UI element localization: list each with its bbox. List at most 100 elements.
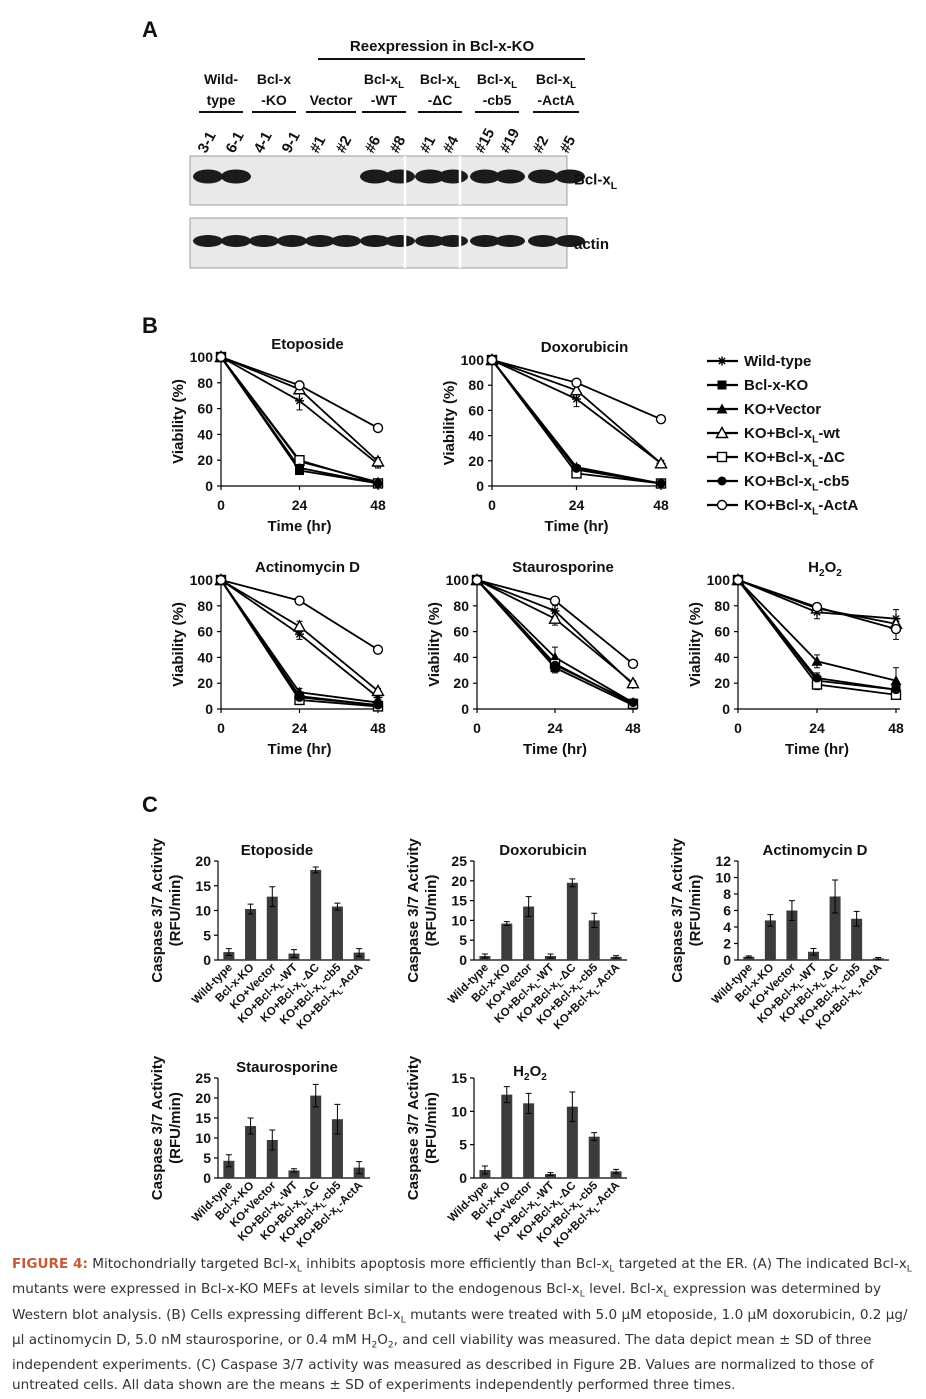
marker-star <box>717 356 727 366</box>
blot-band <box>555 169 585 184</box>
error-bar <box>225 1154 232 1168</box>
y-tick-label: 10 <box>715 870 731 886</box>
blot-group-label-1-line2: type <box>207 92 236 108</box>
marker-circle-filled <box>812 673 822 683</box>
y-axis-label-units: (RFU/min) <box>423 1092 440 1164</box>
bar <box>501 923 513 960</box>
y-tick-label: 100 <box>461 352 485 368</box>
error-bar <box>247 1117 254 1135</box>
legend-entry-7: KO+Bcl-xL-ActA <box>744 497 859 518</box>
y-tick-label: 0 <box>203 1170 211 1186</box>
panel-letter-b: B <box>142 313 158 338</box>
blot-row-label: actin <box>574 236 609 253</box>
blot-lane-label: #15 <box>472 126 499 156</box>
y-tick-label: 40 <box>197 649 213 665</box>
blot-band <box>555 235 585 247</box>
y-tick-label: 0 <box>459 952 467 968</box>
bar <box>223 1160 235 1178</box>
marker-square-filled <box>717 380 727 390</box>
x-tick-label: 0 <box>473 720 481 736</box>
bar <box>523 906 535 960</box>
blot-group-label-6: Bcl-xL <box>477 71 517 91</box>
error-bar <box>853 910 860 927</box>
error-bar <box>745 955 752 959</box>
marker-square-open <box>716 451 728 463</box>
y-tick-label: 0 <box>459 1170 467 1186</box>
bar <box>786 910 798 960</box>
x-tick-label: 24 <box>809 720 825 736</box>
y-tick-label: 25 <box>195 1070 211 1086</box>
bar <box>566 1106 578 1178</box>
viability-chart-2: 0 20 40 60 80 100 0 24 48 Time (hr) Viability (%) D… <box>441 339 669 535</box>
y-axis-label-units: (RFU/min) <box>167 875 184 947</box>
marker-circle-open <box>549 595 561 606</box>
marker-circle-filled <box>656 478 666 488</box>
y-tick-label: 15 <box>451 1070 467 1086</box>
y-tick-label: 12 <box>715 853 731 869</box>
blot-lane-label: #6 <box>362 133 385 156</box>
x-axis-label: Time (hr) <box>545 518 609 535</box>
marker-circle-open <box>471 574 483 586</box>
error-bar <box>356 1161 363 1175</box>
error-bar <box>356 948 363 958</box>
blot-band <box>360 235 390 247</box>
bar <box>523 1103 535 1178</box>
y-tick-label: 100 <box>707 572 731 588</box>
caspase-chart-3: 024681012Wild-typeBcl-x-KOKO+VectorKO+Bc… <box>669 838 889 1034</box>
y-tick-label: 5 <box>459 1137 467 1153</box>
y-tick-label: 100 <box>190 572 214 588</box>
blot-row-bcl-xl <box>189 155 585 206</box>
y-axis-label-units: (RFU/min) <box>687 875 704 947</box>
viability-chart-3: 0 20 40 60 80 100 0 24 48 Time (hr) Viability (%) A… <box>170 559 386 758</box>
blot-band <box>528 169 558 184</box>
marker-circle-open <box>372 422 384 434</box>
y-tick-label: 60 <box>197 624 213 640</box>
y-tick-label: 20 <box>468 453 484 469</box>
caspase-chart-2: 0510152025Wild-typeBcl-x-KOKO+VectorKO+B… <box>405 838 627 1034</box>
error-bar <box>334 1103 341 1135</box>
blot-row-label: Bcl-xL <box>574 172 618 193</box>
blot-band <box>193 169 223 184</box>
y-tick-label: 10 <box>195 903 211 919</box>
panel-letter-a: A <box>142 17 158 42</box>
blot-lane-label: #5 <box>557 133 580 156</box>
error-bar <box>591 1132 598 1142</box>
blot-lane-label: #2 <box>530 133 553 156</box>
error-bar <box>875 957 882 960</box>
marker-circle-filled <box>717 476 727 486</box>
figure-caption: FIGURE 4: Mitochondrially targeted Bcl-x… <box>12 1255 912 1395</box>
blot-lane-label: #4 <box>440 133 463 156</box>
blot-group-label-5: Bcl-xL <box>420 71 460 91</box>
bar <box>310 869 322 960</box>
panel-letter-c: C <box>142 792 158 817</box>
blot-group-label-7: Bcl-xL <box>536 71 576 91</box>
y-tick-label: 6 <box>723 903 731 919</box>
x-tick-label: 48 <box>370 720 386 736</box>
blot-band <box>528 235 558 247</box>
x-tick-label: 48 <box>370 497 386 513</box>
marker-circle-filled <box>373 478 383 488</box>
y-tick-label: 0 <box>203 952 211 968</box>
legend-entry-2: Bcl-x-KO <box>744 377 809 394</box>
marker-triangle-filled <box>811 655 823 666</box>
bar <box>808 951 819 960</box>
error-bar <box>312 1083 319 1108</box>
x-axis-label: Time (hr) <box>268 518 332 535</box>
error-bar <box>525 1092 532 1114</box>
y-tick-label: 20 <box>451 873 467 889</box>
chart-title: Staurosporine <box>236 1059 338 1076</box>
blot-band <box>221 169 251 184</box>
y-tick-label: 60 <box>453 624 469 640</box>
y-axis-label: Caspase 3/7 Activity <box>149 1055 166 1200</box>
bar <box>566 882 578 960</box>
error-bar <box>291 949 297 959</box>
bar <box>266 1140 278 1178</box>
error-bar <box>613 1168 620 1174</box>
y-tick-label: 20 <box>714 675 730 691</box>
y-tick-label: 20 <box>453 675 469 691</box>
marker-circle-filled <box>295 463 304 473</box>
marker-square-open <box>294 455 305 466</box>
y-tick-label: 60 <box>714 624 730 640</box>
y-tick-label: 60 <box>468 402 484 418</box>
blot-group-label-2: Bcl-x <box>257 71 291 87</box>
